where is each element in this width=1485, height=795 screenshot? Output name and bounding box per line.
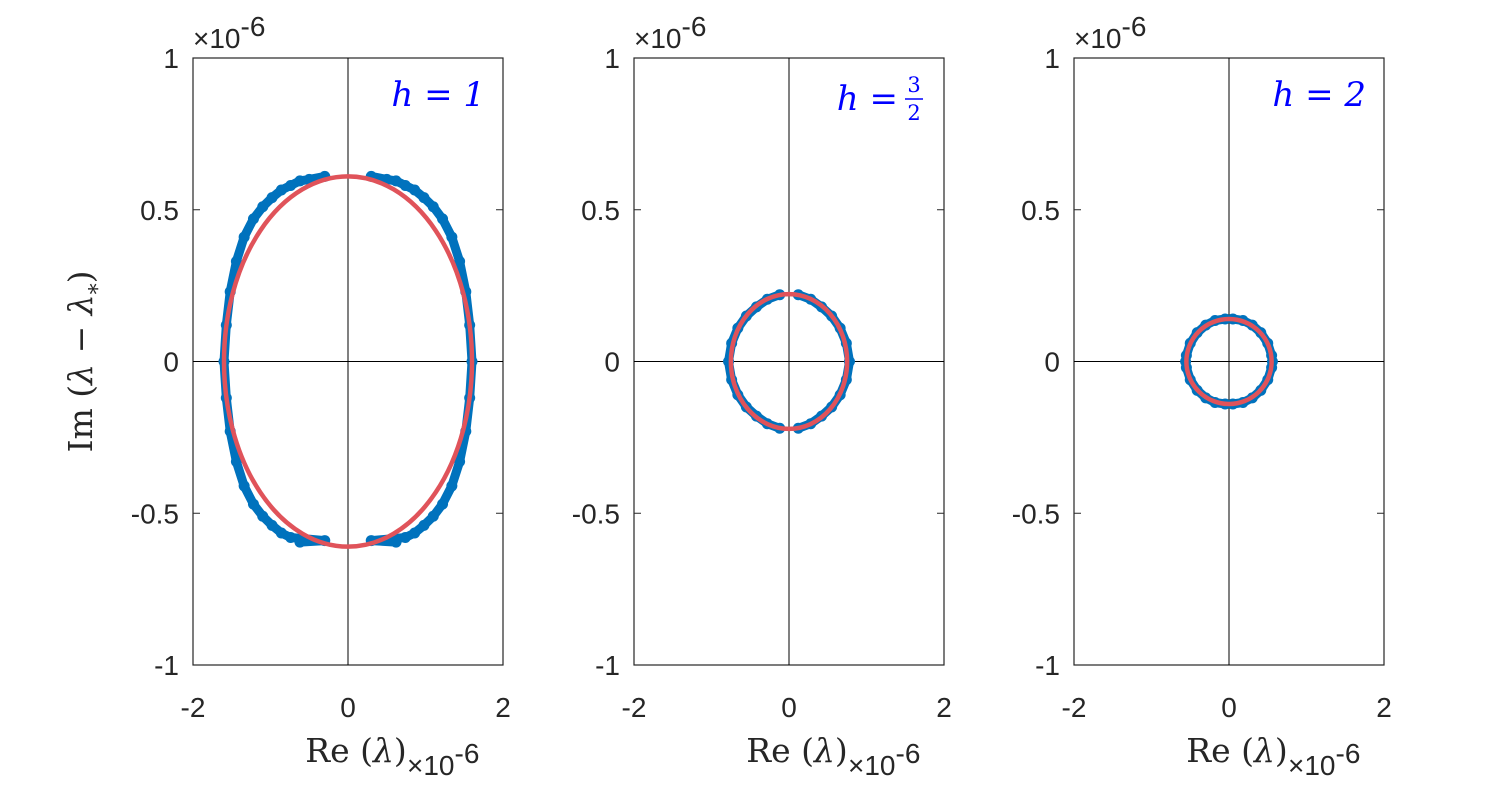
x-tick-label: 2 [1376, 692, 1392, 723]
y-tick-label: 1 [1044, 43, 1060, 74]
chart-panel-1: -1-0.500.51-2 0 2×10-6×10-6Re (λ)Im (λ − λ… [61, 11, 511, 781]
data-point [266, 192, 278, 204]
x-exponent-label: ×10-6 [407, 738, 479, 781]
y-tick-label: 0 [604, 347, 620, 378]
x-tick-label: 0 [340, 692, 356, 723]
data-point [390, 536, 402, 548]
data-point [427, 510, 439, 522]
y-tick-label: -0.5 [572, 498, 620, 529]
y-tick-label: -1 [1035, 650, 1060, 681]
data-point [294, 536, 306, 548]
data-point [399, 532, 411, 544]
x-tick-label: 0 [1221, 692, 1237, 723]
data-point [238, 480, 250, 492]
x-tick-label: -2 [622, 692, 647, 723]
x-tick-label: 2 [495, 692, 511, 723]
data-point [399, 179, 411, 191]
x-axis-label: Re (λ) [1186, 731, 1288, 770]
fitted-ellipse-curve [728, 291, 850, 432]
y-tick-label: 0.5 [140, 195, 179, 226]
annotation-label: h = 2 [1272, 75, 1366, 115]
x-exponent-label: ×10-6 [1288, 738, 1360, 781]
data-point [409, 184, 421, 196]
y-tick-label: 0 [163, 347, 179, 378]
data-point [238, 231, 250, 243]
annotation-label: h = 1 [391, 75, 485, 115]
data-point [294, 175, 306, 187]
data-point [247, 498, 259, 510]
data-point [247, 213, 259, 225]
y-tick-label: 1 [604, 43, 620, 74]
data-point [266, 519, 278, 531]
y-tick-label: 0 [1044, 347, 1060, 378]
data-point [454, 456, 466, 468]
x-tick-label: 2 [936, 692, 952, 723]
x-axis-label: Re (λ) [305, 731, 407, 770]
y-tick-label: -1 [154, 650, 179, 681]
y-axis-label: Im (λ − λ*) [61, 270, 111, 452]
data-point [418, 192, 430, 204]
y-exponent-label: ×10-6 [634, 11, 706, 54]
data-point [257, 201, 269, 213]
data-point [418, 519, 430, 531]
annotation-numerator: 3 [907, 73, 920, 97]
x-tick-label: -2 [1062, 692, 1087, 723]
x-tick-label: -2 [181, 692, 206, 723]
annotation-text: h = [837, 79, 898, 119]
y-tick-label: 0.5 [1021, 195, 1060, 226]
y-tick-label: 0.5 [581, 195, 620, 226]
data-point [454, 255, 466, 267]
data-point [257, 510, 269, 522]
data-point [409, 527, 421, 539]
chart-panel-3: -1-0.500.51-2 0 2×10-6×10-6Re (λ)h = 2 [1012, 11, 1392, 781]
data-point [275, 527, 287, 539]
data-point [230, 255, 242, 267]
y-tick-label: -0.5 [1012, 498, 1060, 529]
chart-panel-2: -1-0.500.51-2 0 2×10-6×10-6Re (λ)h = 32 [572, 11, 952, 781]
y-tick-label: -0.5 [131, 498, 179, 529]
y-exponent-label: ×10-6 [1074, 11, 1146, 54]
data-point [230, 456, 242, 468]
data-point [285, 532, 297, 544]
y-tick-label: 1 [163, 43, 179, 74]
fitted-ellipse-curve [221, 174, 475, 549]
data-point [427, 201, 439, 213]
data-point [275, 184, 287, 196]
data-point [285, 179, 297, 191]
annotation-label: h = 3 2 [837, 73, 923, 125]
y-tick-label: -1 [595, 650, 620, 681]
data-point [390, 175, 402, 187]
data-point [446, 480, 458, 492]
x-axis-label: Re (λ) [746, 731, 848, 770]
data-point [446, 231, 458, 243]
x-tick-label: 0 [781, 692, 797, 723]
data-point [437, 498, 449, 510]
fitted-ellipse-curve [1184, 316, 1274, 407]
annotation-denominator: 2 [907, 101, 920, 125]
x-exponent-label: ×10-6 [848, 738, 920, 781]
y-exponent-label: ×10-6 [193, 11, 265, 54]
data-point [437, 213, 449, 225]
